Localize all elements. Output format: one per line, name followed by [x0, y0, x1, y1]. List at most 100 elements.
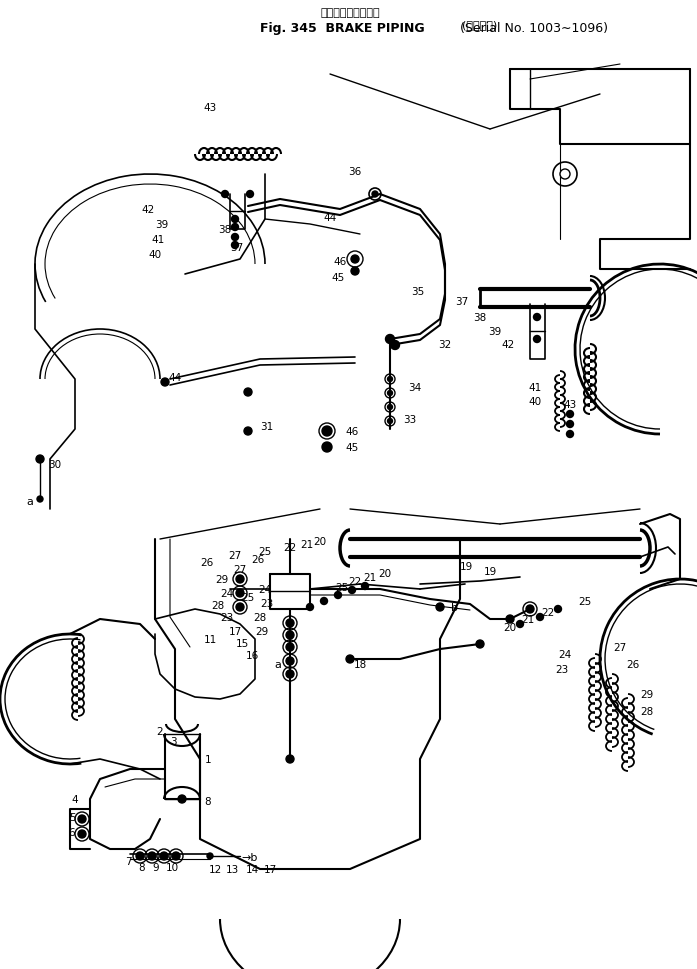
- Circle shape: [533, 314, 540, 321]
- Circle shape: [388, 405, 392, 410]
- Text: 40: 40: [148, 250, 162, 260]
- Text: 14: 14: [245, 864, 259, 874]
- Text: 25: 25: [259, 547, 272, 556]
- Text: 29: 29: [215, 575, 229, 584]
- Text: 25: 25: [241, 592, 254, 603]
- Circle shape: [388, 419, 392, 424]
- Text: 33: 33: [404, 415, 417, 424]
- Text: 23: 23: [220, 612, 233, 622]
- Circle shape: [286, 671, 294, 678]
- Circle shape: [506, 615, 514, 623]
- Text: 26: 26: [626, 659, 639, 670]
- Text: 10: 10: [165, 862, 178, 872]
- Text: 22: 22: [284, 543, 297, 552]
- Text: 32: 32: [438, 340, 452, 350]
- Text: 23: 23: [260, 599, 273, 609]
- Text: 39: 39: [155, 220, 169, 230]
- Text: 25: 25: [579, 596, 592, 607]
- Circle shape: [236, 576, 244, 583]
- Text: 20: 20: [314, 537, 327, 547]
- Circle shape: [385, 335, 395, 344]
- Circle shape: [567, 422, 574, 428]
- Text: 5: 5: [69, 812, 75, 822]
- Text: 44: 44: [169, 373, 182, 383]
- Text: 7: 7: [125, 857, 131, 866]
- Circle shape: [567, 411, 574, 418]
- Text: 37: 37: [455, 297, 468, 306]
- Text: 42: 42: [501, 340, 514, 350]
- Text: 18: 18: [353, 659, 367, 670]
- Circle shape: [321, 598, 328, 605]
- Text: 46: 46: [345, 426, 358, 437]
- Circle shape: [161, 379, 169, 387]
- Circle shape: [476, 641, 484, 648]
- Circle shape: [231, 224, 238, 232]
- Circle shape: [286, 643, 294, 651]
- Text: 3: 3: [169, 736, 176, 746]
- Text: 13: 13: [225, 864, 238, 874]
- Circle shape: [555, 606, 562, 612]
- Text: 20: 20: [378, 569, 391, 578]
- Circle shape: [37, 496, 43, 503]
- Text: 16: 16: [245, 650, 259, 660]
- Circle shape: [244, 427, 252, 435]
- Circle shape: [567, 431, 574, 438]
- Text: 9: 9: [153, 862, 160, 872]
- Text: b: b: [452, 603, 459, 612]
- Text: 31: 31: [260, 422, 273, 431]
- Circle shape: [231, 242, 238, 249]
- Circle shape: [516, 621, 523, 628]
- Text: 46: 46: [333, 257, 346, 266]
- Text: 38: 38: [473, 313, 487, 323]
- Text: 11: 11: [204, 635, 217, 644]
- Text: 21: 21: [521, 614, 535, 624]
- Text: 8: 8: [205, 797, 211, 806]
- Circle shape: [388, 377, 392, 382]
- Circle shape: [348, 587, 355, 594]
- Circle shape: [286, 657, 294, 666]
- Circle shape: [78, 830, 86, 838]
- Circle shape: [362, 583, 369, 590]
- Circle shape: [78, 815, 86, 823]
- Text: 22: 22: [348, 577, 361, 586]
- Text: 41: 41: [151, 234, 164, 245]
- Text: 40: 40: [528, 396, 542, 407]
- Text: 43: 43: [204, 103, 217, 112]
- Text: 17: 17: [229, 626, 242, 637]
- Circle shape: [136, 852, 144, 860]
- Circle shape: [231, 216, 238, 223]
- Circle shape: [160, 852, 168, 860]
- Text: 27: 27: [613, 642, 627, 652]
- Circle shape: [322, 426, 332, 437]
- Text: 21: 21: [363, 573, 376, 582]
- Text: 29: 29: [640, 689, 653, 700]
- Text: 15: 15: [236, 639, 249, 648]
- Text: 30: 30: [48, 459, 61, 470]
- Text: →b: →b: [242, 852, 258, 862]
- Text: 1: 1: [205, 754, 211, 765]
- Text: 6: 6: [69, 828, 75, 837]
- Circle shape: [390, 341, 399, 350]
- Circle shape: [335, 592, 342, 599]
- Circle shape: [236, 604, 244, 611]
- Text: 20: 20: [503, 622, 516, 633]
- Text: 23: 23: [556, 665, 569, 674]
- Text: 44: 44: [323, 213, 337, 223]
- Text: 45: 45: [331, 272, 344, 283]
- Text: 34: 34: [408, 383, 422, 392]
- Text: 29: 29: [255, 626, 268, 637]
- Circle shape: [236, 589, 244, 597]
- Text: a: a: [26, 496, 33, 507]
- Text: 43: 43: [563, 399, 576, 410]
- Text: 37: 37: [231, 243, 244, 253]
- Circle shape: [537, 614, 544, 621]
- Text: 24: 24: [258, 584, 271, 594]
- Text: ブレーキパイピング: ブレーキパイピング: [320, 8, 380, 18]
- Circle shape: [207, 853, 213, 860]
- Text: 38: 38: [218, 225, 231, 234]
- Circle shape: [231, 234, 238, 241]
- Text: a: a: [275, 659, 282, 670]
- Circle shape: [307, 604, 314, 610]
- Text: 26: 26: [252, 554, 265, 564]
- Text: 41: 41: [528, 383, 542, 392]
